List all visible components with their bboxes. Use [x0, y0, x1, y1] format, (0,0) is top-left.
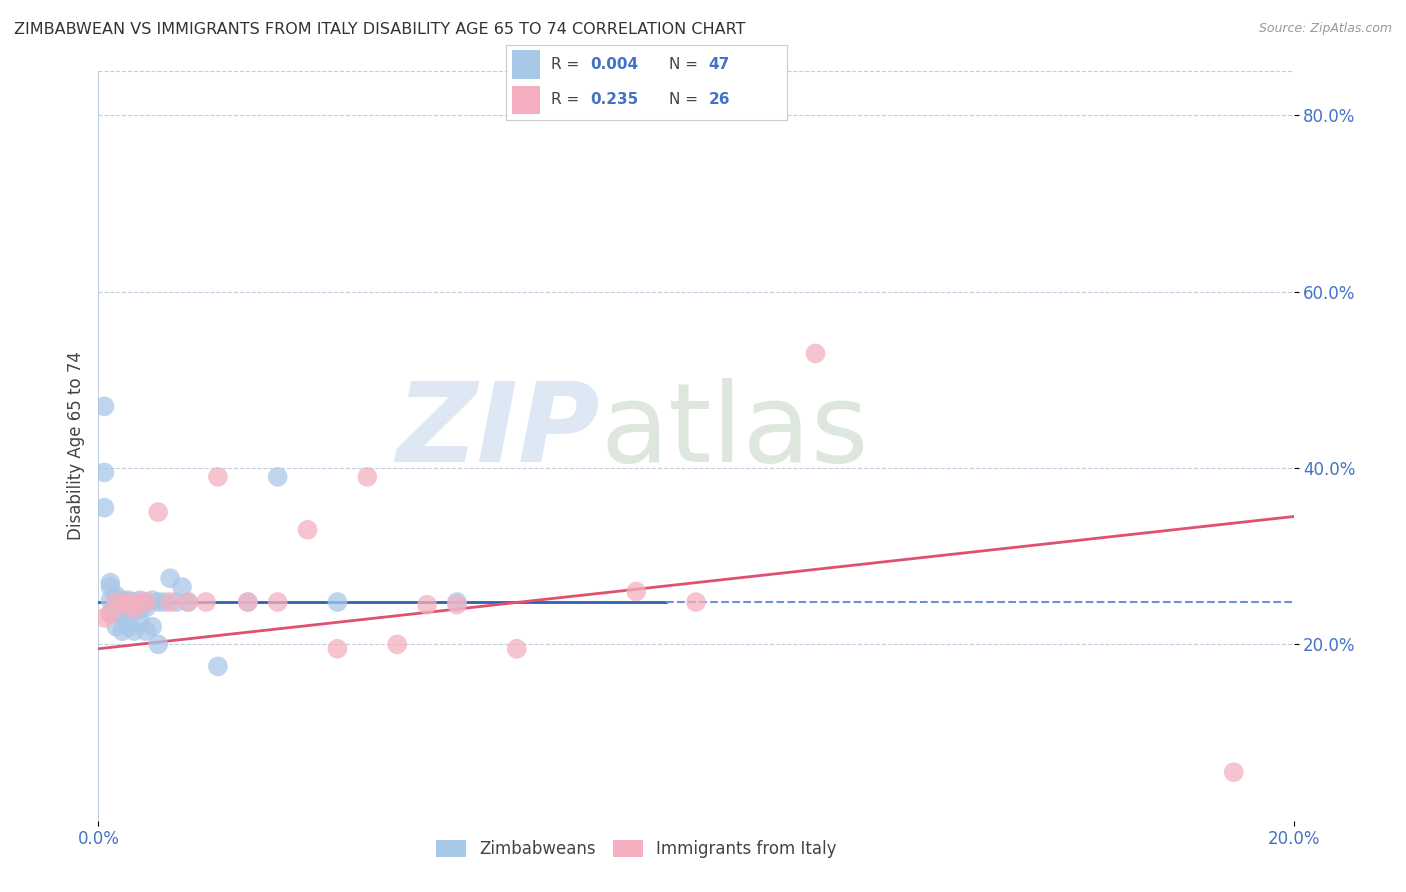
Point: [105, 602, 128, 616]
Text: N =: N =: [669, 57, 703, 72]
Point: [98, 580, 122, 594]
Point: [98, 607, 122, 621]
Point: [1223, 765, 1246, 780]
Point: [207, 470, 229, 484]
Point: [172, 580, 194, 594]
Point: [135, 600, 157, 615]
Point: [111, 607, 134, 621]
Point: [207, 659, 229, 673]
Text: 47: 47: [709, 57, 730, 72]
Point: [105, 607, 128, 621]
Point: [93, 400, 115, 414]
Point: [93, 500, 115, 515]
Text: Source: ZipAtlas.com: Source: ZipAtlas.com: [1258, 22, 1392, 36]
Point: [685, 595, 707, 609]
Point: [117, 593, 139, 607]
Point: [356, 470, 378, 484]
Point: [177, 595, 200, 609]
Point: [129, 602, 152, 616]
Point: [385, 637, 409, 651]
Point: [124, 595, 146, 609]
Point: [129, 615, 152, 630]
Point: [416, 598, 439, 612]
Point: [506, 641, 529, 656]
FancyBboxPatch shape: [512, 50, 540, 78]
Point: [326, 641, 349, 656]
Point: [105, 595, 128, 609]
Point: [177, 595, 200, 609]
Point: [117, 595, 139, 609]
Point: [148, 595, 170, 609]
Point: [105, 593, 128, 607]
Point: [124, 600, 146, 615]
Point: [105, 589, 128, 603]
Point: [159, 595, 181, 609]
Text: N =: N =: [669, 93, 703, 107]
Point: [117, 598, 139, 612]
Point: [141, 593, 163, 607]
Point: [626, 584, 648, 599]
Point: [98, 575, 122, 590]
Point: [111, 602, 134, 616]
Text: ZIMBABWEAN VS IMMIGRANTS FROM ITALY DISABILITY AGE 65 TO 74 CORRELATION CHART: ZIMBABWEAN VS IMMIGRANTS FROM ITALY DISA…: [14, 22, 745, 37]
Point: [124, 602, 146, 616]
Point: [267, 595, 290, 609]
Text: R =: R =: [551, 57, 585, 72]
Point: [153, 595, 176, 609]
Text: ZIP: ZIP: [396, 377, 600, 484]
Text: 0.004: 0.004: [591, 57, 638, 72]
Point: [236, 595, 259, 609]
Point: [111, 624, 134, 639]
Point: [117, 620, 139, 634]
Point: [129, 593, 152, 607]
Point: [141, 620, 163, 634]
Point: [195, 595, 218, 609]
Point: [446, 595, 468, 609]
Point: [148, 505, 170, 519]
Point: [124, 624, 146, 639]
Point: [135, 624, 157, 639]
FancyBboxPatch shape: [512, 86, 540, 114]
Legend: Zimbabweans, Immigrants from Italy: Zimbabweans, Immigrants from Italy: [429, 833, 844, 864]
Text: R =: R =: [551, 93, 585, 107]
Point: [326, 595, 349, 609]
Point: [165, 595, 187, 609]
Point: [111, 598, 134, 612]
Point: [111, 598, 134, 612]
Text: 26: 26: [709, 93, 730, 107]
Point: [236, 595, 259, 609]
Point: [124, 604, 146, 618]
Text: atlas: atlas: [600, 377, 869, 484]
Y-axis label: Disability Age 65 to 74: Disability Age 65 to 74: [66, 351, 84, 541]
Point: [148, 637, 170, 651]
Point: [135, 595, 157, 609]
Point: [117, 595, 139, 609]
Point: [297, 523, 319, 537]
Point: [111, 593, 134, 607]
Point: [105, 620, 128, 634]
Point: [93, 611, 115, 625]
Point: [446, 598, 468, 612]
Text: 0.235: 0.235: [591, 93, 638, 107]
Point: [804, 346, 827, 360]
Point: [159, 571, 181, 585]
Point: [267, 470, 290, 484]
Point: [98, 593, 122, 607]
Point: [93, 466, 115, 480]
Point: [117, 607, 139, 621]
Point: [129, 595, 152, 609]
Point: [135, 595, 157, 609]
Point: [117, 602, 139, 616]
Point: [98, 607, 122, 621]
